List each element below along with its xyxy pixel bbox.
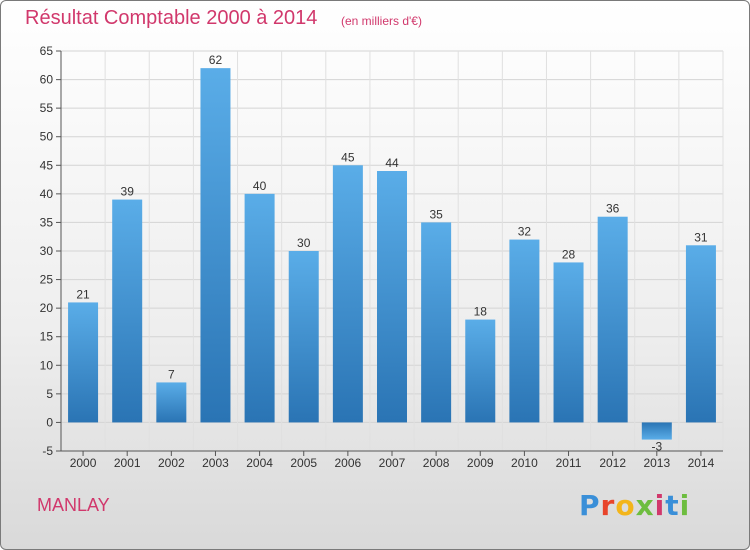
logo-letter: i xyxy=(679,489,691,522)
data-label: 35 xyxy=(429,207,443,221)
bar xyxy=(244,193,275,423)
x-tick-label: 2013 xyxy=(643,456,670,470)
x-tick-label: 2008 xyxy=(423,456,450,470)
data-label: 40 xyxy=(253,179,267,193)
bar xyxy=(68,302,99,423)
bar xyxy=(112,199,143,423)
y-tick-label: -5 xyxy=(42,444,53,458)
data-label: 18 xyxy=(474,305,488,319)
x-tick-label: 2014 xyxy=(688,456,715,470)
bar xyxy=(377,171,407,423)
commune-name: MANLAY xyxy=(37,495,110,515)
y-tick-label: 10 xyxy=(40,358,54,372)
data-label: -3 xyxy=(651,440,662,454)
x-tick-label: 2005 xyxy=(290,456,317,470)
data-label: 62 xyxy=(209,53,223,67)
logo-letter: i xyxy=(654,489,666,522)
y-tick-label: 55 xyxy=(40,101,54,115)
data-label: 36 xyxy=(606,202,620,216)
bar xyxy=(509,239,540,423)
y-tick-label: 65 xyxy=(40,44,54,58)
data-label: 32 xyxy=(518,225,532,239)
y-tick-label: 5 xyxy=(46,387,53,401)
proxiti-logo: Proxiti xyxy=(579,489,690,522)
logo-letter: x xyxy=(635,489,655,522)
bar xyxy=(421,222,452,423)
y-tick-label: 15 xyxy=(40,330,54,344)
bar xyxy=(332,165,363,423)
logo-letter: t xyxy=(665,489,680,522)
data-label: 30 xyxy=(297,236,311,250)
y-tick-label: 40 xyxy=(40,187,54,201)
x-tick-label: 2004 xyxy=(246,456,273,470)
x-tick-label: 2003 xyxy=(202,456,229,470)
bar xyxy=(465,319,496,423)
bar xyxy=(641,422,672,440)
y-tick-label: 50 xyxy=(40,130,54,144)
bar xyxy=(156,382,187,423)
y-tick-label: 25 xyxy=(40,273,54,287)
x-tick-label: 2000 xyxy=(70,456,97,470)
data-label: 21 xyxy=(76,287,90,301)
y-tick-label: 0 xyxy=(46,415,53,429)
data-label: 31 xyxy=(694,230,708,244)
bar xyxy=(685,245,716,423)
x-tick-label: 2006 xyxy=(335,456,362,470)
bar xyxy=(288,251,319,423)
chart-subtitle: (en milliers d'€) xyxy=(341,14,422,28)
y-tick-label: 35 xyxy=(40,215,54,229)
x-tick-label: 2001 xyxy=(114,456,141,470)
y-tick-label: 60 xyxy=(40,73,54,87)
data-label: 39 xyxy=(121,185,135,199)
chart-title: Résultat Comptable 2000 à 2014 xyxy=(25,7,318,29)
bar xyxy=(597,216,628,423)
y-tick-label: 30 xyxy=(40,244,54,258)
data-label: 28 xyxy=(562,247,576,261)
data-label: 45 xyxy=(341,150,355,164)
data-label: 7 xyxy=(168,367,175,381)
data-label: 44 xyxy=(385,156,399,170)
x-tick-label: 2011 xyxy=(556,456,582,470)
logo-letter: o xyxy=(615,489,636,522)
x-tick-label: 2012 xyxy=(599,456,626,470)
x-tick-label: 2007 xyxy=(379,456,406,470)
y-tick-label: 20 xyxy=(40,301,54,315)
y-tick-label: 45 xyxy=(40,158,54,172)
logo-letter: P xyxy=(579,489,601,522)
x-tick-label: 2009 xyxy=(467,456,494,470)
x-tick-label: 2002 xyxy=(158,456,185,470)
x-tick-label: 2010 xyxy=(511,456,538,470)
logo-letter: r xyxy=(600,489,616,522)
bar xyxy=(200,68,231,423)
bar xyxy=(553,262,584,423)
